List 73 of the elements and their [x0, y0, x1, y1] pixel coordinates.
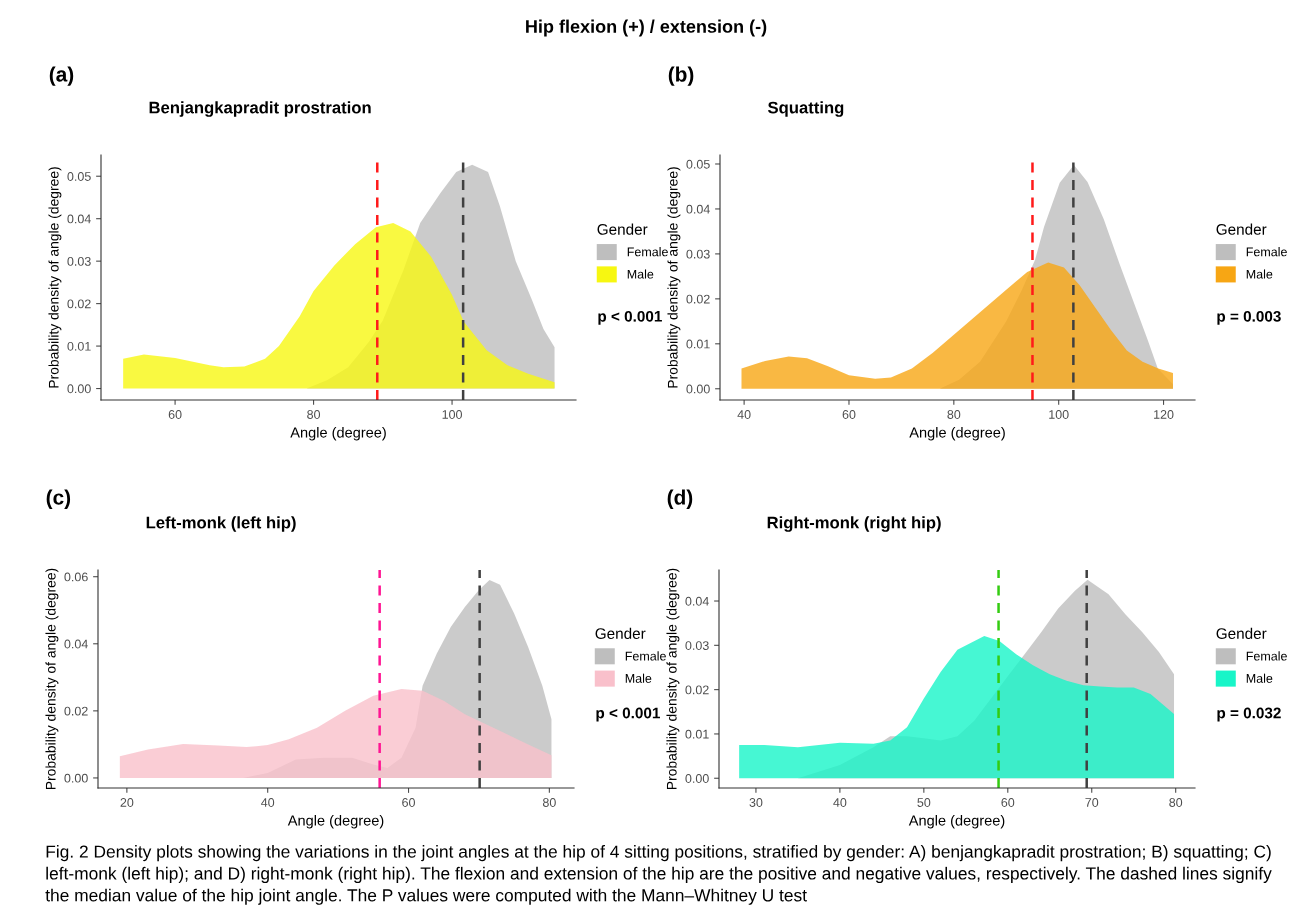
chart-title: Squatting — [767, 101, 844, 117]
y-tick-label: 0.05 — [686, 159, 710, 169]
y-tick-label: 0.00 — [686, 384, 710, 394]
x-tick-label: 60 — [1001, 798, 1015, 807]
text: (d) — [667, 489, 693, 509]
x-tick-label: 80 — [947, 410, 961, 419]
y-tick-label: 0.01 — [686, 339, 710, 349]
y-tick-label: 0.04 — [686, 204, 710, 214]
y-tick-label: 0.04 — [64, 639, 88, 649]
y-tick-label: 0.02 — [685, 685, 709, 695]
y-tick-label: 0.02 — [686, 294, 710, 304]
x-tick-label: 40 — [261, 798, 275, 807]
legend-label: Female — [1246, 651, 1287, 661]
text: p = 0.032 — [1217, 707, 1281, 722]
x-axis-title: Angle (degree) — [287, 814, 384, 829]
x-tick-label: 80 — [1169, 798, 1183, 807]
chart-title: Right-monk (right hip) — [767, 516, 941, 532]
x-tick-label: 120 — [1154, 410, 1174, 419]
y-axis-title: Probability density of angle (degree) — [48, 167, 62, 388]
x-tick-label: 100 — [442, 410, 462, 419]
x-tick-label: 30 — [749, 798, 763, 807]
x-axis-title: Angle (degree) — [290, 426, 386, 441]
legend-title: Gender — [597, 223, 648, 235]
x-tick-label: 60 — [402, 798, 415, 807]
legend-label: Female — [625, 651, 666, 661]
y-axis-title: Probability density of angle (degree) — [666, 568, 680, 790]
text: p < 0.001 — [596, 707, 660, 722]
y-tick-label: 0.04 — [685, 596, 709, 606]
y-tick-label: 0.02 — [64, 706, 88, 716]
legend-title: Gender — [595, 627, 646, 639]
legend-label: Male — [627, 269, 654, 279]
legend-label: Male — [1246, 673, 1273, 683]
x-axis-title: Angle (degree) — [908, 814, 1005, 829]
y-tick-label: 0.03 — [686, 249, 710, 259]
y-tick-label: 0.06 — [64, 572, 88, 582]
text: p < 0.001 — [598, 310, 662, 325]
chart-title: Left-monk (left hip) — [146, 516, 296, 532]
x-tick-label: 80 — [542, 798, 556, 807]
y-tick-label: 0.03 — [685, 641, 709, 650]
text: p = 0.003 — [1217, 310, 1281, 325]
x-tick-label: 60 — [842, 410, 856, 419]
legend-label: Female — [627, 247, 668, 257]
legend-label: Male — [1246, 269, 1273, 279]
x-tick-label: 20 — [120, 798, 134, 807]
y-tick-label: 0.02 — [67, 299, 91, 309]
y-tick-label: 0.00 — [67, 384, 91, 394]
x-tick-label: 40 — [833, 798, 847, 807]
x-tick-label: 70 — [1085, 798, 1099, 807]
x-tick-label: 100 — [1049, 410, 1069, 419]
y-axis-title: Probability density of angle (degree) — [667, 167, 681, 388]
y-tick-label: 0.03 — [67, 256, 91, 266]
y-tick-label: 0.00 — [64, 773, 88, 783]
text: (c) — [46, 489, 71, 509]
legend-title: Gender — [1216, 627, 1267, 639]
y-axis-title: Probability density of angle (degree) — [45, 568, 59, 790]
legend-label: Male — [625, 673, 652, 683]
caption: Fig. 2 Density plots showing the variations in the joint angles at the hip of 4 sitting positions, stratified by gender: A) benjangkapradit prostration; B) squatting; C) left-monk (left hip); and D) right-monk (right hip). The flexion and extension of the hip are the positive and negative values, respectively. The dashed lines signify the median value of the hip joint angle. The P values were computed with the Mann–Whitney U test — [45, 845, 1272, 905]
x-axis-title: Angle (degree) — [909, 426, 1005, 441]
y-tick-label: 0.01 — [685, 729, 709, 739]
legend-label: Female — [1246, 247, 1287, 257]
text: Hip flexion (+) / extension (-) — [526, 19, 767, 37]
x-tick-label: 60 — [168, 410, 182, 419]
legend-title: Gender — [1216, 223, 1267, 235]
y-tick-label: 0.01 — [67, 341, 91, 351]
y-tick-label: 0.04 — [67, 214, 91, 224]
y-tick-label: 0.00 — [685, 774, 709, 783]
x-tick-label: 80 — [307, 410, 321, 419]
text: (b) — [668, 66, 694, 86]
x-tick-label: 50 — [917, 798, 931, 807]
y-tick-label: 0.05 — [67, 172, 91, 181]
text: (a) — [49, 66, 74, 86]
chart-title: Benjangkapradit prostration — [149, 101, 371, 117]
x-tick-label: 40 — [737, 410, 751, 419]
